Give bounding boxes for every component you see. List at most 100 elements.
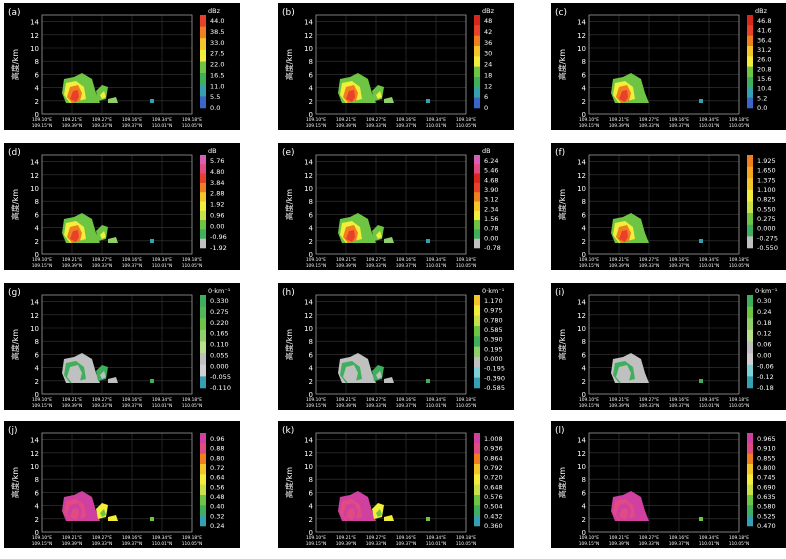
colorbar-segment [200,182,206,193]
colorbar-tick-label: 0.000 [757,225,776,233]
colorbar-tick-label: 2.34 [484,205,498,213]
x-tick-label: 109.39°N [62,403,82,409]
plot-frame [588,432,740,533]
colorbar-tick-label: 0.745 [757,474,776,482]
y-tick-label: 4 [35,365,40,373]
colorbar-tick-label: 1.008 [484,435,503,443]
x-tick-label: 109.39°N [609,541,629,547]
y-tick-label: 14 [30,159,39,167]
y-tick-label: 0 [309,529,313,537]
chart-svg: (h)02468101214109.10°E109.15°N109.21°E10… [282,287,505,409]
x-tick-label: 109.21°E [62,117,82,123]
colorbar-tick-label: 3.84 [210,179,224,187]
colorbar-segment [200,364,206,377]
y-tick-label: 2 [582,98,586,106]
y-tick-label: 6 [309,489,314,497]
x-tick-label: 109.21°E [62,535,82,541]
x-tick-label: 110.01°N [699,403,719,409]
colorbar-segment [747,189,753,202]
echo-region [100,91,106,99]
x-tick-label: 109.21°E [62,257,82,263]
colorbar-segment [474,443,480,454]
x-tick-label: 109.27°E [92,117,112,123]
chart-svg: (d)02468101214109.10°E109.15°N109.21°E10… [8,147,227,269]
x-tick-label: 109.39°N [609,123,629,129]
x-tick-label: 109.15°N [306,263,326,269]
x-tick-label: 109.34°E [426,397,446,403]
y-axis-label: 高度/km [557,467,567,498]
echo-region [100,509,106,517]
colorbar-tick-label: 16.5 [210,71,224,79]
colorbar-tick-label: 0.00 [757,351,771,359]
y-tick-label: 2 [309,98,313,106]
colorbar-tick-label: 0.470 [757,522,776,530]
chart-svg: (f)02468101214109.10°E109.15°N109.21°E10… [555,148,778,269]
y-tick-label: 14 [30,299,39,307]
y-tick-label: 8 [309,58,313,66]
colorbar-segment [747,443,753,454]
x-tick-label: 109.21°E [336,397,356,403]
colorbar-tick-label: 0.855 [757,454,776,462]
y-tick-label: 10 [30,45,39,53]
colorbar-tick-label: 0.00 [210,222,224,230]
y-tick-label: 6 [35,211,40,219]
echo-region [376,509,382,517]
x-tick-label: 109.27°E [639,535,659,541]
plot-frame [315,154,467,255]
x-tick-label: 109.15°N [579,123,599,129]
colorbar-segment [474,220,480,230]
colorbar-segment [747,364,753,377]
chart-svg: (b)02468101214109.10°E109.15°N109.21°E10… [282,7,495,129]
y-axis-label: 高度/km [10,49,20,80]
x-tick-label: 110.05°N [182,541,202,547]
chart-svg: (e)02468101214109.10°E109.15°N109.21°E10… [282,147,501,269]
x-tick-label: 109.33°N [92,541,112,547]
y-tick-label: 6 [582,211,587,219]
x-tick-label: 110.05°N [456,263,476,269]
colorbar-tick-label: -0.055 [210,373,231,381]
x-tick-label: 110.01°N [699,541,719,547]
colorbar-tick-label: 12 [484,82,492,90]
y-axis-label: 高度/km [284,329,294,360]
colorbar-tick-label: 0.720 [484,474,503,482]
colorbar-tick-label: -0.18 [757,384,774,392]
x-tick-label: 109.33°N [366,263,386,269]
y-axis-label: 高度/km [284,49,294,80]
echo-region [346,230,355,242]
colorbar-segment [747,46,753,57]
x-tick-label: 109.37°N [122,541,142,547]
colorbar-segment [200,26,206,39]
y-tick-label: 6 [309,211,314,219]
colorbar-tick-label: 42 [484,28,492,36]
echo-region [108,377,118,383]
colorbar-segment [200,201,206,212]
x-tick-label: 109.16°E [122,397,142,403]
colorbar-segment [200,341,206,354]
y-axis-label: 高度/km [284,467,294,498]
plot-frame [315,294,467,395]
colorbar-segment [747,453,753,465]
x-tick-label: 109.16°E [669,257,689,263]
y-tick-label: 10 [304,463,313,471]
chart-panel: (h) 0 2 4 6 8 10 12 14 109.10°E 109.15°N 109.21°E 10… [278,283,514,410]
x-tick-label: 109.34°E [699,257,719,263]
colorbar-segment [474,336,480,347]
plot-frame [315,14,467,115]
y-tick-label: 14 [577,159,586,167]
x-tick-label: 110.05°N [456,541,476,547]
x-tick-label: 110.01°N [426,263,446,269]
echo-region [108,515,118,521]
echo-region [346,508,355,520]
x-tick-label: 109.39°N [62,263,82,269]
x-tick-label: 110.05°N [456,123,476,129]
colorbar-segment [474,495,480,506]
x-tick-label: 109.10°E [306,257,326,263]
colorbar-tick-label: 0.0 [757,104,767,112]
y-tick-label: 14 [30,437,39,445]
colorbar-tick-label: 46.8 [757,17,771,25]
colorbar-tick-label: 5.5 [210,93,220,101]
x-tick-label: 109.33°N [366,123,386,129]
echo-region [619,508,628,520]
colorbar-segment [200,505,206,516]
colorbar-tick-label: -0.78 [484,244,501,252]
